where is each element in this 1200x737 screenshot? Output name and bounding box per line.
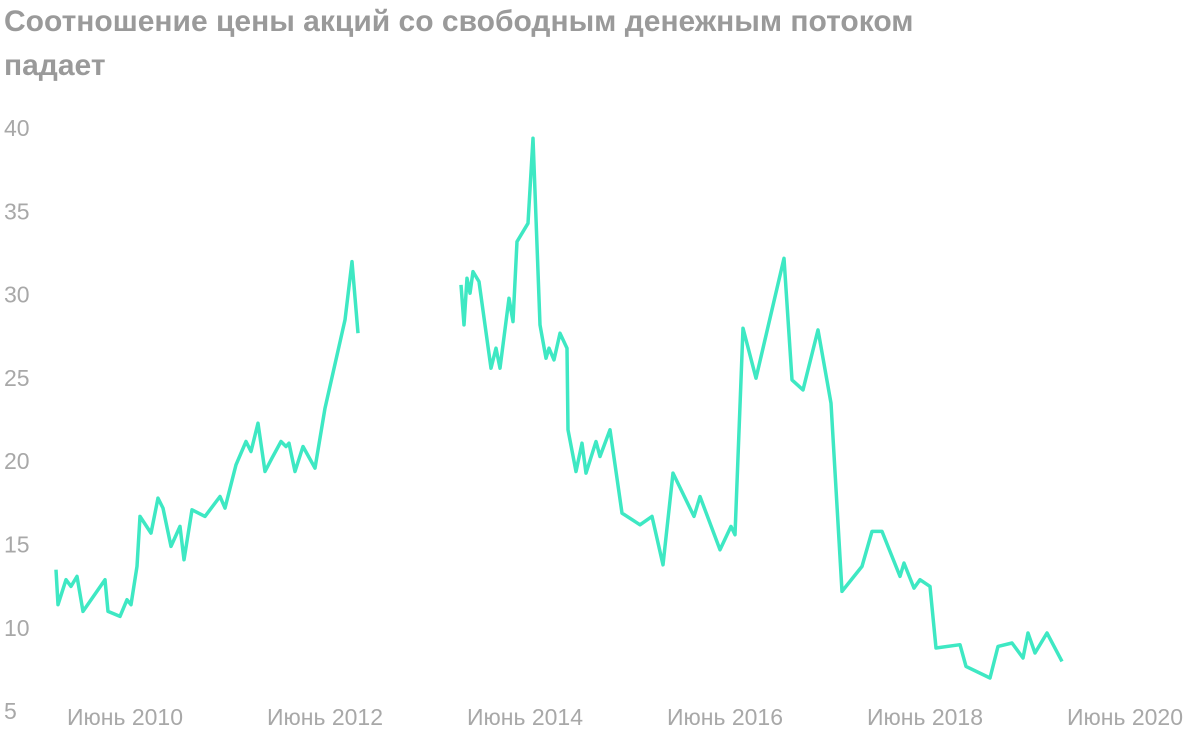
chart-title: Соотношение цены акций со свободным дене…: [4, 5, 914, 82]
x-tick-label: Июнь 2018: [867, 704, 983, 730]
y-tick-label: 20: [4, 448, 30, 474]
y-tick-label: 40: [4, 115, 30, 141]
x-tick-label: Июнь 2016: [667, 704, 783, 730]
x-tick-label: Июнь 2014: [467, 704, 583, 730]
y-tick-label: 15: [4, 532, 30, 558]
y-tick-label: 25: [4, 365, 30, 391]
x-tick-label: Июнь 2012: [267, 704, 383, 730]
line-series: [54, 136, 1064, 680]
y-tick-label: 35: [4, 198, 30, 224]
y-tick-label: 30: [4, 282, 30, 308]
x-tick-label: Июнь 2010: [67, 704, 183, 730]
x-tick-label: Июнь 2020: [1067, 704, 1183, 730]
y-tick-label: 10: [4, 615, 30, 641]
y-tick-label: 5: [4, 698, 17, 724]
